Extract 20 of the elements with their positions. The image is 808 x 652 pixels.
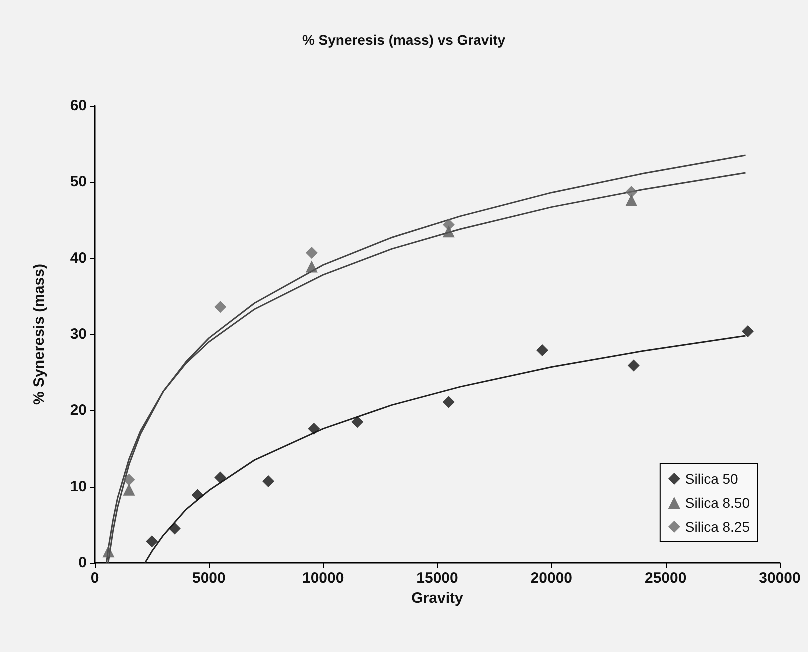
y-tick-label: 50 <box>70 174 87 191</box>
y-tick-label: 10 <box>70 478 87 496</box>
legend-label: Silica 8.25 <box>685 519 750 535</box>
y-tick-label: 30 <box>70 326 87 343</box>
y-tick-label: 60 <box>70 98 87 114</box>
y-tick-label: 0 <box>78 554 87 572</box>
x-axis-title: Gravity <box>412 590 464 607</box>
x-tick-label: 30000 <box>759 570 801 587</box>
legend-label: Silica 8.50 <box>685 495 750 511</box>
x-tick-label: 10000 <box>302 570 344 587</box>
legend-label: Silica 50 <box>685 471 739 487</box>
y-tick-label: 20 <box>70 402 87 420</box>
x-tick-label: 0 <box>90 570 100 587</box>
x-tick-label: 20000 <box>530 570 573 587</box>
y-axis-title: % Syneresis (mass) <box>31 264 48 405</box>
x-tick-label: 15000 <box>416 570 458 587</box>
x-tick-label: 5000 <box>192 570 226 587</box>
chart-title: % Syneresis (mass) vs Gravity <box>302 32 506 48</box>
y-tick-label: 40 <box>70 250 87 267</box>
x-tick-label: 25000 <box>644 570 687 587</box>
